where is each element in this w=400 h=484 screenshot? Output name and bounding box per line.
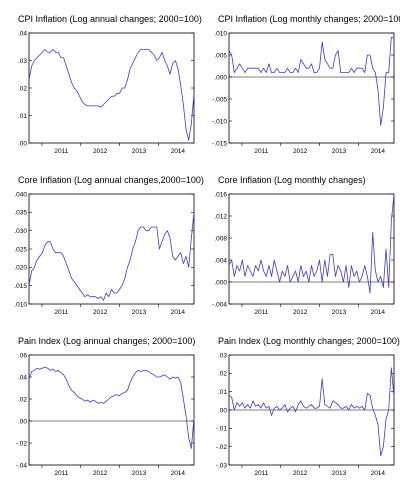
y-tick-label: .00 [218,407,227,414]
y-tick-label: .04 [18,30,27,37]
x-tick-label: 2012 [293,309,308,316]
plot-frame [28,354,195,466]
chart-title: Pain Index (Log annual changes; 2000=100… [18,336,195,346]
plot-frame [228,193,395,305]
y-tick-label: .035 [14,210,27,217]
x-tick-label: 2014 [171,148,186,155]
series-line [28,366,195,449]
series-line [228,367,395,457]
y-tick-label: .005 [214,52,227,59]
x-tick-label: 2012 [93,470,108,477]
chart-svg: CPI Inflation (Log annual changes; 2000=… [18,14,202,155]
y-tick-label: .010 [214,30,227,37]
y-tick-label: .02 [18,396,27,403]
series-line [28,212,195,301]
y-tick-label: .00 [18,418,27,425]
plot-frame [28,32,195,144]
y-tick-label: .02 [18,85,27,92]
chart-title: CPI Inflation (Log annual changes; 2000=… [18,14,202,24]
x-tick-label: 2011 [54,148,68,155]
y-tick-label: .004 [214,257,227,264]
series-line [228,193,395,294]
y-tick-label: .020 [14,265,27,272]
y-tick-label: -.010 [212,118,227,125]
y-tick-label: .03 [18,58,27,65]
x-tick-label: 2014 [171,309,186,316]
chart-svg: Core Inflation (Log annual changes,2000=… [14,175,204,316]
chart-core-monthly: Core Inflation (Log monthly changes) .016… [200,161,400,322]
x-tick-label: 2014 [171,470,186,477]
x-tick-label: 2011 [254,309,268,316]
x-tick-label: 2013 [132,470,147,477]
x-tick-label: 2012 [293,470,308,477]
y-tick-label: -.04 [16,462,28,469]
x-tick-label: 2013 [332,148,347,155]
y-tick-label: .02 [218,371,227,378]
y-tick-label: .012 [214,213,227,220]
x-tick-label: 2011 [54,470,68,477]
y-tick-label: -.015 [212,140,227,147]
y-tick-label: -.005 [212,96,227,103]
x-tick-label: 2013 [132,148,147,155]
y-tick-label: .010 [14,301,27,308]
x-tick-label: 2014 [371,309,386,316]
y-tick-label: .016 [214,191,227,198]
chart-pain-annual: Pain Index (Log annual changes; 2000=100… [0,322,200,483]
chart-svg: Core Inflation (Log monthly changes) .016… [212,175,395,316]
chart-title: Core Inflation (Log annual changes,2000=… [18,175,204,185]
chart-svg: Pain Index (Log annual changes; 2000=100… [16,336,196,477]
y-tick-label: -.02 [16,440,28,447]
y-tick-label: -.004 [212,301,227,308]
y-tick-label: .06 [18,352,27,359]
chart-cpi-monthly: CPI Inflation (Log monthly changes; 2000… [200,0,400,161]
y-tick-label: .03 [218,352,227,359]
x-tick-label: 2013 [332,309,347,316]
y-tick-label: .04 [18,374,27,381]
plot-frame [228,32,395,144]
chart-svg: CPI Inflation (Log monthly changes; 2000… [212,14,400,155]
chart-title: CPI Inflation (Log monthly changes; 2000… [218,14,400,24]
chart-svg: Pain Index (Log monthly changes; 2000=10… [216,336,400,477]
y-tick-label: .008 [214,235,227,242]
y-tick-label: .01 [18,113,27,120]
x-tick-label: 2013 [332,470,347,477]
plot-frame [28,193,195,305]
x-tick-label: 2012 [93,309,108,316]
y-tick-label: .01 [218,389,227,396]
y-tick-label: .00 [18,140,27,147]
series-line [28,49,195,141]
y-tick-label: .040 [14,191,27,198]
chart-core-annual: Core Inflation (Log annual changes,2000=… [0,161,204,322]
chart-title: Pain Index (Log monthly changes; 2000=10… [218,336,400,346]
x-tick-label: 2012 [293,148,308,155]
x-tick-label: 2014 [371,470,386,477]
x-tick-label: 2013 [132,309,147,316]
chart-pain-monthly: Pain Index (Log monthly changes; 2000=10… [200,322,400,483]
chart-title: Core Inflation (Log monthly changes) [218,175,366,185]
y-tick-label: .000 [214,74,227,81]
x-tick-label: 2011 [254,470,268,477]
y-tick-label: -.03 [216,462,228,469]
series-line [228,37,394,126]
y-tick-label: .025 [14,246,27,253]
y-tick-label: .030 [14,228,27,235]
y-tick-label: -.02 [216,444,228,451]
y-tick-label: .000 [214,279,227,286]
chart-cpi-annual: CPI Inflation (Log annual changes; 2000=… [0,0,202,161]
x-tick-label: 2011 [54,309,68,316]
x-tick-label: 2011 [254,148,268,155]
x-tick-label: 2012 [93,148,108,155]
y-tick-label: .015 [14,283,27,290]
y-tick-label: -.01 [216,426,228,433]
x-tick-label: 2014 [371,148,386,155]
